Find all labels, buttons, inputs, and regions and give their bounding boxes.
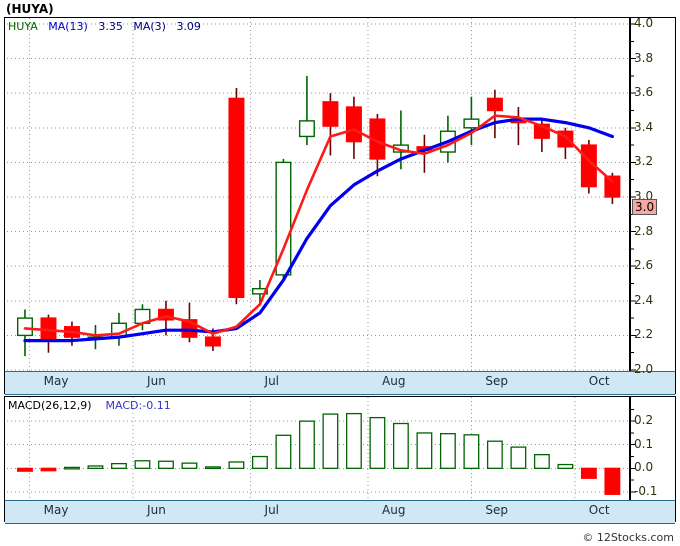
current-price-tag: 3.0 [632,199,658,215]
price-axis-month: Oct [588,374,610,388]
price-axis-tick: 3.6 [634,85,654,100]
macd-bar [510,446,527,469]
price-axis-tick: 2.0 [634,362,654,376]
macd-legend: MACD(26,12,9) MACD:-0.11 [8,399,171,412]
candlestick [16,309,33,357]
macd-plot [7,397,636,521]
macd-bar [463,434,480,469]
macd-bar [392,422,409,469]
macd-bar [40,467,57,472]
macd-axis-month: Sep [485,503,509,517]
macd-axis-tick: 0.0 [634,460,654,475]
macd-bar [87,465,104,469]
price-legend: HUYA MA(13) 3.35 MA(3) 3.09 [8,20,201,33]
ma13-line [23,117,614,343]
macd-bar [345,412,362,469]
candlestick [604,172,621,204]
legend-ma13-value: 3.35 [98,20,123,33]
macd-bar [158,460,174,469]
macd-bar [134,460,151,469]
macd-bar [557,463,574,469]
price-axis-tick: 2.2 [634,327,654,342]
price-axis-month: Sep [485,374,509,388]
candlestick [275,158,292,281]
macd-bar [369,416,386,469]
macd-bar [64,466,80,470]
price-axis-tick: 3.4 [634,119,654,134]
price-axis-month: May [43,374,69,388]
macd-bar [416,432,433,469]
macd-axis-month: Jun [147,503,166,517]
price-axis-tick: 2.6 [634,258,654,273]
macd-bar [486,440,503,469]
price-axis-tick: 3.2 [634,154,654,169]
macd-axis-month: May [43,503,69,517]
candlestick [228,88,245,305]
macd-bar [439,433,456,469]
candlestick [298,75,315,146]
price-axis-month: Jul [264,374,280,388]
macd-bar [322,413,339,469]
macd-bar [181,462,198,469]
candlestick [510,107,527,146]
price-axis-tick: 3.8 [634,50,654,65]
macd-bar [580,467,597,479]
watermark: © 12Stocks.com [582,531,674,544]
candlestick [110,312,127,346]
candlestick [463,96,480,146]
macd-bar [205,466,221,470]
price-axis-tick: 2.4 [634,292,654,307]
candlestick [40,314,57,353]
macd-legend-value: MACD:-0.11 [105,399,171,412]
candlestick [251,280,268,305]
price-chart-panel [4,17,676,394]
page-title: (HUYA) [6,2,54,16]
macd-axis-month: Oct [588,503,610,517]
macd-bar [533,454,550,469]
macd-month-band [5,500,675,524]
macd-axis-month: Jul [264,503,280,517]
price-axis-month: Jun [147,374,166,388]
candlestick [322,93,339,156]
macd-axis-tick: -0.1 [634,483,658,498]
price-axis-tick: 2.8 [634,223,654,238]
macd-bar [275,434,292,469]
macd-axis-month: Aug [382,503,406,517]
legend-ma3-value: 3.09 [176,20,201,33]
macd-bar [228,461,245,469]
price-month-band [5,371,675,395]
macd-axis-tick: 0.2 [634,413,654,428]
macd-bar [604,467,621,495]
macd-bar [111,462,127,469]
macd-bar [17,467,33,472]
macd-axis-tick: 0.1 [634,436,654,451]
macd-legend-label: MACD(26,12,9) [8,399,92,412]
candlestick [345,96,362,159]
ma3-line [23,114,614,337]
legend-ma13-label: MA(13) [48,20,88,33]
candlestick [486,89,503,139]
legend-symbol: HUYA [8,20,38,33]
macd-bar [298,420,315,469]
price-axis-tick: 4.0 [634,16,654,30]
price-plot [7,18,636,393]
price-axis-month: Aug [382,374,406,388]
macd-bar [252,455,268,469]
legend-ma3-label: MA(3) [133,20,166,33]
